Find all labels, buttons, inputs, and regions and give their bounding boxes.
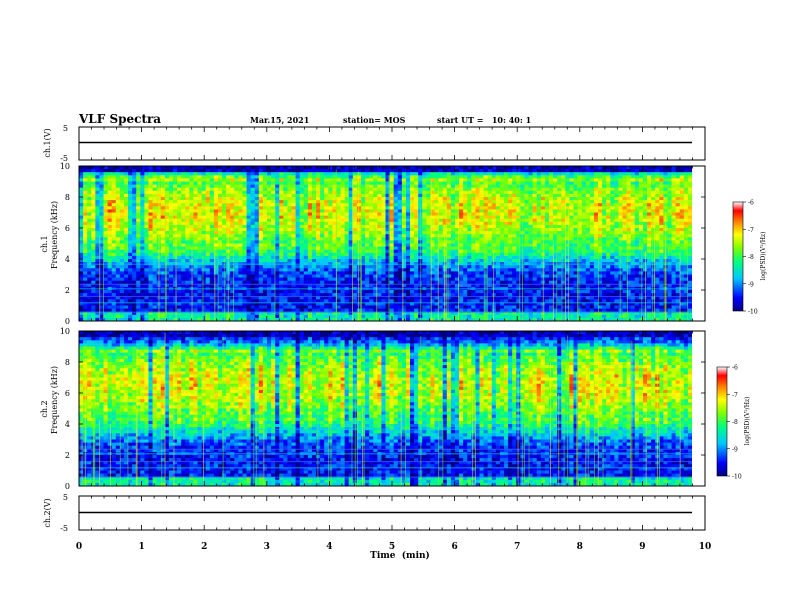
x-tick-label: 2 (201, 542, 207, 552)
ch1-voltage-ytick-bottom: -5 (60, 154, 68, 163)
ch2-spectrogram-image (79, 331, 692, 486)
x-tick-label: 10 (699, 542, 712, 552)
freq-tick-label: 8 (65, 193, 70, 202)
time-axis: 0 1 2 3 4 5 6 7 8 9 10 (76, 542, 711, 552)
x-tick-label: 1 (138, 542, 144, 552)
ch1-voltage-ytick-top: 5 (63, 124, 68, 133)
x-tick-label: 0 (76, 542, 82, 552)
freq-tick-label: 4 (65, 420, 70, 429)
freq-tick-label: 10 (60, 327, 70, 336)
freq-tick-label: 4 (65, 255, 70, 264)
ch2-spec-ylabel-channel: ch.2 (40, 400, 49, 417)
colorbar-tick-label: -9 (748, 281, 754, 288)
ch1-spec-ylabel-channel: ch.1 (40, 235, 49, 252)
ch1-spec-ylabel-frequency: Frequency (kHz) (50, 201, 59, 269)
ch2-voltage-ylabel: ch.2(V) (43, 498, 52, 527)
freq-tick-label: 0 (65, 317, 70, 326)
ch1-spectrogram-image (79, 166, 692, 321)
ch2-voltage-ytick-top: 5 (63, 493, 68, 502)
ch2-voltage-ytick-bottom: -5 (60, 524, 68, 533)
freq-tick-label: 0 (65, 482, 70, 491)
colorbar-tick-label: -6 (748, 200, 754, 207)
colorbar-tick-label: -8 (748, 254, 754, 261)
freq-tick-label: 2 (65, 286, 70, 295)
freq-tick-label: 6 (65, 224, 70, 233)
ch1-voltage-panel: 5 -5 ch.1(V) (43, 124, 706, 163)
x-tick-label: 4 (326, 542, 332, 552)
x-axis-label: Time (min) (370, 550, 430, 561)
x-tick-label: 5 (389, 542, 395, 552)
ch1-colorbar-label: log(PSD)(V²/Hz) (760, 232, 767, 281)
freq-tick-label: 2 (65, 451, 70, 460)
header-start-ut: start UT = 10: 40: 1 (437, 115, 531, 125)
header-station: station= MOS (343, 115, 406, 125)
ch2-colorbar-label: log(PSD)(V²/Hz) (744, 397, 751, 446)
freq-tick-label: 6 (65, 389, 70, 398)
ch1-voltage-ylabel: ch.1(V) (43, 128, 52, 157)
colorbar-tick-label: -9 (732, 446, 738, 453)
colorbar-tick-label: -7 (748, 227, 754, 234)
x-tick-label: 7 (514, 542, 520, 552)
x-tick-label: 9 (639, 542, 645, 552)
figure-title: VLF Spectra (78, 112, 161, 126)
ch1-colorbar: -6 -7 -8 -9 -10 log(PSD)(V²/Hz) (732, 200, 767, 316)
freq-tick-label: 8 (65, 358, 70, 367)
colorbar-tick-label: -10 (732, 474, 742, 481)
x-tick-label: 6 (451, 542, 457, 552)
header-date: Mar.15, 2021 (250, 115, 309, 125)
ch2-colorbar: -6 -7 -8 -9 -10 log(PSD)(V²/Hz) (716, 365, 751, 481)
ch2-spectrogram-panel: 0 2 4 6 8 10 ch.2 Frequency (kHz) (40, 327, 706, 491)
ch2-spec-ylabel-frequency: Frequency (kHz) (50, 366, 59, 434)
ch2-voltage-panel: 5 -5 ch.2(V) (43, 493, 706, 533)
freq-tick-label: 10 (60, 162, 70, 171)
colorbar-tick-label: -6 (732, 365, 738, 372)
x-tick-label: 8 (577, 542, 583, 552)
x-tick-label: 3 (264, 542, 270, 552)
colorbar-tick-label: -7 (732, 392, 738, 399)
colorbar-tick-label: -10 (748, 309, 758, 316)
ch1-spectrogram-panel: 0 2 4 6 8 10 ch.1 Frequency (kHz) (40, 162, 706, 326)
colorbar-tick-label: -8 (732, 419, 738, 426)
